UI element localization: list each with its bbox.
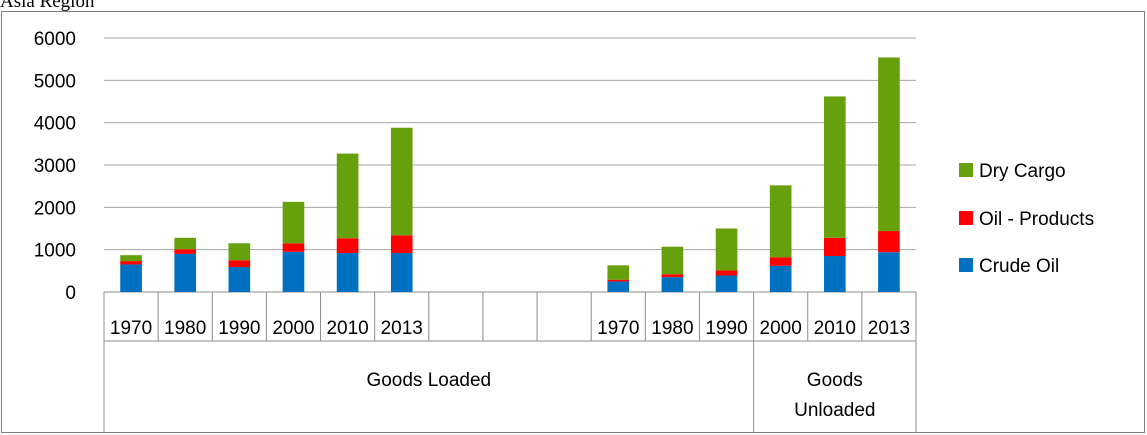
bar-segment bbox=[174, 253, 197, 292]
bar-segment bbox=[661, 274, 684, 278]
y-tick-label: 5000 bbox=[34, 71, 76, 92]
bar-segment bbox=[769, 257, 792, 266]
bar-segment bbox=[120, 261, 142, 265]
y-tick-label: 4000 bbox=[34, 114, 76, 135]
bar-segment bbox=[607, 281, 630, 292]
bar-segment bbox=[715, 270, 738, 276]
bar-segment bbox=[878, 231, 900, 253]
group-label: Goods Loaded bbox=[366, 370, 491, 391]
legend: Dry Cargo Oil - Products Crude Oil bbox=[959, 161, 1094, 277]
x-tick-label: 2013 bbox=[868, 318, 910, 339]
bar-segment bbox=[607, 265, 630, 280]
legend-swatch bbox=[959, 258, 973, 272]
bar-segment bbox=[336, 238, 359, 254]
bar-segment bbox=[878, 57, 900, 232]
bar-segment bbox=[715, 275, 738, 292]
x-tick-label: 1990 bbox=[705, 318, 747, 339]
x-tick-label: 1980 bbox=[651, 318, 693, 339]
bar-segment bbox=[661, 277, 684, 292]
x-tick-label: 2000 bbox=[760, 318, 802, 339]
page-title: Asia Region bbox=[0, 0, 95, 12]
group-label: Goods Unloaded bbox=[794, 370, 875, 421]
bar-segment bbox=[336, 253, 359, 292]
bar-segment bbox=[715, 228, 738, 271]
bar-segment bbox=[390, 253, 413, 292]
x-tick-label: 1980 bbox=[164, 318, 206, 339]
bar-segment bbox=[390, 235, 413, 254]
x-tick-label: 2010 bbox=[814, 318, 856, 339]
bar-segment bbox=[607, 279, 630, 282]
bar-segment bbox=[120, 255, 142, 262]
bar-segment bbox=[769, 265, 792, 292]
bar-segment bbox=[228, 243, 251, 261]
y-tick-label: 1000 bbox=[34, 241, 76, 262]
bar-segment bbox=[228, 267, 251, 292]
x-tick-label: 2010 bbox=[326, 318, 368, 339]
bar-segment bbox=[282, 201, 305, 244]
x-tick-label: 2013 bbox=[381, 318, 423, 339]
legend-item: Crude Oil bbox=[959, 256, 1059, 277]
bar-segment bbox=[390, 127, 413, 236]
bar-segment bbox=[282, 251, 305, 292]
y-tick-label: 0 bbox=[65, 283, 76, 304]
bar-segment bbox=[823, 96, 846, 238]
legend-swatch bbox=[959, 211, 973, 225]
bar-segment bbox=[878, 252, 900, 292]
bar-segment bbox=[282, 243, 305, 252]
legend-item: Oil - Products bbox=[959, 209, 1094, 230]
bar-segment bbox=[174, 249, 197, 254]
x-tick-label: 1990 bbox=[218, 318, 260, 339]
y-tick-label: 3000 bbox=[34, 156, 76, 177]
bar-segment bbox=[769, 185, 792, 258]
x-tick-label: 1970 bbox=[110, 318, 152, 339]
y-axis: 0 1000 2000 3000 4000 5000 6000 bbox=[34, 29, 76, 304]
bars bbox=[120, 57, 900, 292]
y-tick-label: 6000 bbox=[34, 29, 76, 50]
legend-swatch bbox=[959, 163, 973, 177]
bar-segment bbox=[228, 260, 251, 268]
x-tick-label: 1970 bbox=[597, 318, 639, 339]
chart-frame bbox=[1, 11, 1145, 433]
legend-label: Dry Cargo bbox=[979, 161, 1066, 182]
legend-item: Dry Cargo bbox=[959, 161, 1066, 182]
bar-segment bbox=[661, 246, 684, 275]
bar-segment bbox=[336, 153, 359, 239]
x-axis: 1970 1980 1990 2000 2010 2013 1970 1980 1990 2000… bbox=[103, 292, 917, 433]
legend-label: Oil - Products bbox=[979, 209, 1094, 230]
bar-segment bbox=[823, 256, 846, 292]
legend-label: Crude Oil bbox=[979, 256, 1059, 277]
y-tick-label: 2000 bbox=[34, 198, 76, 219]
gridlines bbox=[104, 37, 916, 293]
bar-segment bbox=[120, 264, 142, 292]
bar-segment bbox=[174, 237, 197, 250]
x-tick-label: 2000 bbox=[272, 318, 314, 339]
bar-segment bbox=[823, 237, 846, 257]
